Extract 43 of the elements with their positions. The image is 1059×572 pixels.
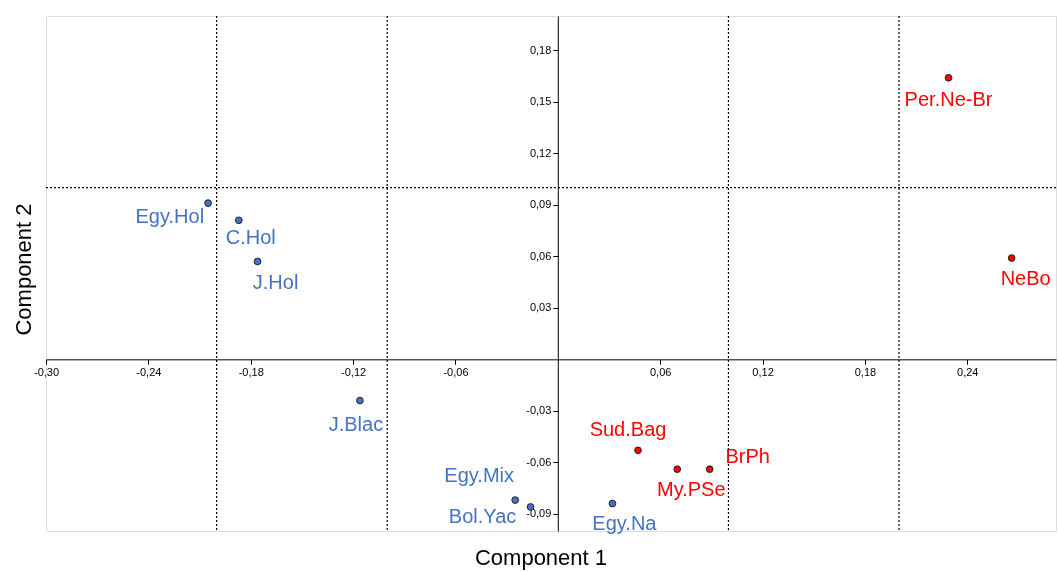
y-tick-label: 0,15 (529, 95, 552, 108)
annotation: Egy.Na (592, 511, 658, 534)
point (634, 446, 642, 455)
y-tick-label: 0,18 (529, 43, 552, 56)
annotation: Sud.Bag (589, 418, 667, 441)
point (673, 465, 682, 474)
x-tick-label: 0,12 (752, 365, 774, 378)
annotation: BrPh (725, 445, 770, 468)
y-tick-label: 0,12 (529, 146, 552, 159)
annotation: Bol.Yac (448, 504, 517, 527)
annotation: C.Hol (225, 226, 276, 249)
y-tick-label: -0,06 (526, 455, 552, 468)
x-tick-label: -0,24 (136, 365, 162, 378)
x-tick-label: -0,18 (238, 365, 264, 378)
point (511, 496, 520, 504)
x-tick-label: -0,06 (443, 365, 469, 378)
y-tick-label: -0,03 (526, 404, 552, 417)
point (253, 257, 262, 266)
x-tick-label: 0,18 (854, 365, 877, 378)
x-tick-label: 0,06 (649, 365, 672, 378)
annotation: J.Blac (328, 412, 384, 435)
point (356, 396, 364, 405)
annotation: J.Hol (252, 271, 299, 294)
annotation: Per.Ne-Br (904, 87, 993, 110)
point (705, 465, 714, 474)
annotation: Egy.Mix (444, 464, 514, 487)
point (944, 73, 953, 82)
point (1007, 254, 1016, 262)
annotation: Egy.Hol (135, 205, 205, 228)
y-tick-label: 0,09 (529, 198, 552, 211)
x-tick-label: -0,30 (33, 365, 60, 378)
x-tick-label: -0,12 (341, 365, 367, 378)
y-axis-title: Component 2 (11, 203, 36, 336)
annotation: NeBo (1000, 267, 1051, 290)
y-tick-label: 0,06 (529, 249, 552, 262)
x-tick-label: 0,24 (957, 365, 979, 378)
y-tick-label: 0,03 (529, 301, 552, 314)
y-tick-label: -0,09 (526, 507, 552, 520)
x-axis-title: Component 1 (474, 545, 608, 570)
annotation: My.PSe (656, 478, 726, 501)
point (608, 499, 617, 508)
point (234, 216, 243, 225)
point (204, 199, 212, 207)
